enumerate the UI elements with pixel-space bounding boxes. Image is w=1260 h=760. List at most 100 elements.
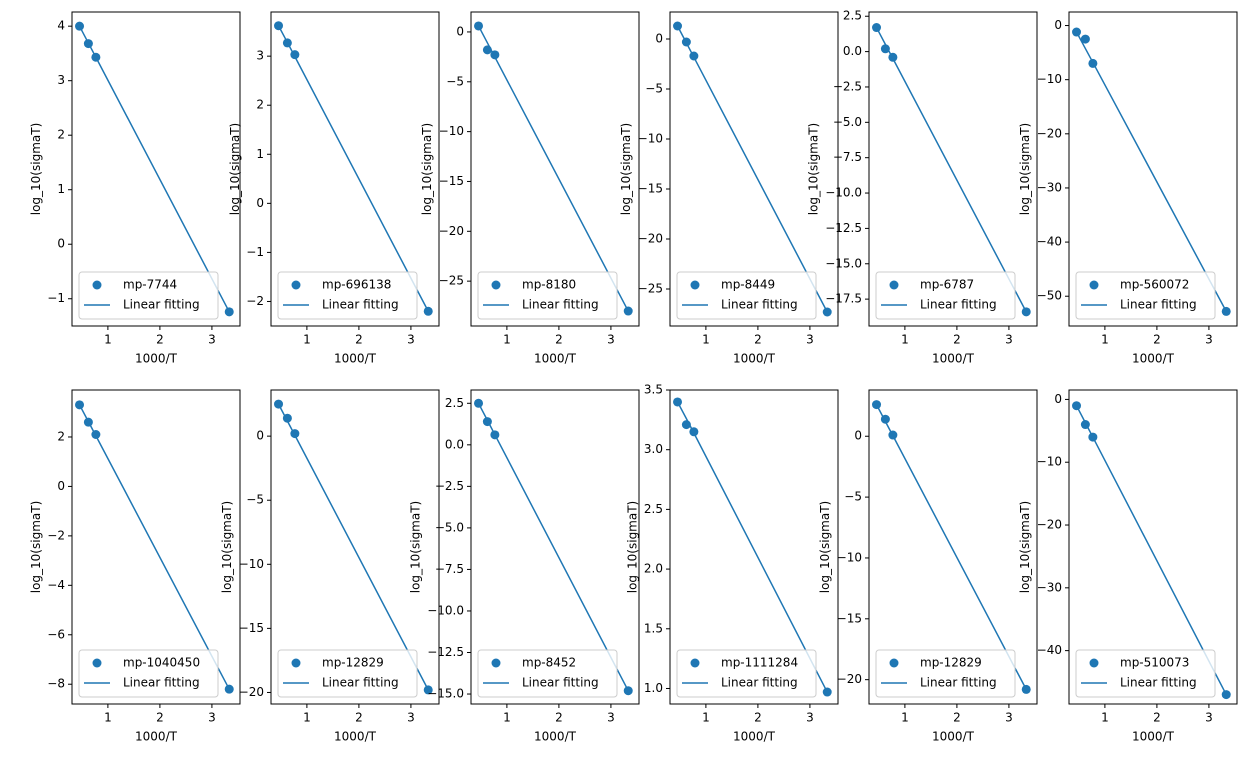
data-point <box>290 50 300 60</box>
y-axis-label: log_10(sigmaT) <box>220 501 234 594</box>
x-tick-label: 2 <box>754 333 762 347</box>
legend-label: Linear fitting <box>322 676 399 690</box>
legend: mp-8449 Linear fitting <box>676 271 817 320</box>
y-tick-label: 4 <box>57 19 65 33</box>
y-tick-label: 0 <box>655 32 663 46</box>
fit-line <box>1075 405 1227 695</box>
y-tick-label: 1.5 <box>644 621 663 635</box>
y-tick-label: −7.5 <box>833 150 862 164</box>
subplot: 1 2 3 −20 −15 −10 −5 0 1000/T log_10(sigmaT) mp-12… <box>220 389 440 744</box>
data-point <box>482 417 492 427</box>
y-tick-label: 2 <box>256 98 264 112</box>
x-tick-label: 2 <box>953 711 961 725</box>
x-tick-label: 3 <box>1205 711 1213 725</box>
y-tick-label: −20 <box>439 224 464 238</box>
frame <box>669 389 839 705</box>
x-axis-label: 1000/T <box>733 352 776 366</box>
x-tick-label: 1 <box>901 711 909 725</box>
legend-box <box>277 271 418 320</box>
fit-line <box>875 404 1027 690</box>
legend-marker <box>291 658 301 668</box>
y-tick-label: −50 <box>1037 289 1062 303</box>
y-tick-label: −10.0 <box>427 603 464 617</box>
data-point <box>880 414 890 424</box>
y-axis-label: log_10(sigmaT) <box>807 123 821 216</box>
y-tick-label: 1 <box>57 182 65 196</box>
x-tick-label: 1 <box>702 333 710 347</box>
legend-box <box>676 271 817 320</box>
legend-label: Linear fitting <box>1120 676 1197 690</box>
frame <box>71 11 241 327</box>
fit-line <box>78 404 230 690</box>
legend-label: Linear fitting <box>1120 298 1197 312</box>
y-tick-label: 0.0 <box>445 437 464 451</box>
y-tick-label: −15 <box>837 611 862 625</box>
data-point <box>83 417 93 427</box>
x-tick-label: 1 <box>303 333 311 347</box>
legend: mp-7744 Linear fitting <box>78 271 219 320</box>
legend-box <box>477 271 618 320</box>
data-point <box>1221 690 1231 700</box>
y-tick-label: −20 <box>1037 126 1062 140</box>
y-tick-label: −30 <box>1037 180 1062 194</box>
x-axis-label: 1000/T <box>932 730 975 744</box>
y-axis-label: log_10(sigmaT) <box>420 123 434 216</box>
x-tick-label: 2 <box>555 711 563 725</box>
legend: mp-12829 Linear fitting <box>277 649 418 698</box>
legend-marker <box>889 280 899 290</box>
data-point <box>490 430 500 440</box>
x-tick-label: 1 <box>1101 333 1109 347</box>
subplot: 1 2 3 1.0 1.5 2.0 2.5 3.0 3.5 1000/T log_10(sigmaT… <box>625 383 839 744</box>
y-tick-label: 3 <box>57 73 65 87</box>
x-axis-label: 1000/T <box>1132 352 1175 366</box>
x-tick-label: 3 <box>1205 333 1213 347</box>
x-tick-label: 1 <box>503 333 511 347</box>
x-tick-label: 3 <box>607 333 615 347</box>
x-tick-label: 1 <box>104 711 112 725</box>
y-tick-label: −12.5 <box>427 645 464 659</box>
y-tick-label: 0 <box>256 429 264 443</box>
legend-label: Linear fitting <box>123 298 200 312</box>
y-tick-label: 2.0 <box>644 562 663 576</box>
subplot: 1 2 3 −40 −30 −20 −10 0 1000/T log_10(sigmaT) mp-5… <box>1018 389 1238 744</box>
legend-box <box>78 271 219 320</box>
data-point <box>490 50 500 60</box>
data-point <box>872 400 882 410</box>
legend-box <box>875 271 1016 320</box>
data-point <box>474 398 484 408</box>
legend-label: mp-560072 <box>1120 278 1189 292</box>
legend: mp-510073 Linear fitting <box>1075 649 1216 698</box>
y-axis-label: log_10(sigmaT) <box>619 123 633 216</box>
data-point <box>1088 432 1098 442</box>
legend: mp-12829 Linear fitting <box>875 649 1016 698</box>
legend-marker <box>1089 280 1099 290</box>
x-tick-label: 3 <box>806 711 814 725</box>
legend-box <box>78 649 219 698</box>
y-tick-label: 0 <box>57 237 65 251</box>
fit-line <box>1075 31 1227 312</box>
y-tick-label: −4 <box>47 578 65 592</box>
y-tick-label: −5.0 <box>435 520 464 534</box>
y-tick-label: −5 <box>645 82 663 96</box>
subplot: 1 2 3 −25 −20 −15 −10 −5 0 1000/T log_10(sigmaT)mp… <box>619 11 839 366</box>
subplot: 1 2 3 −8 −6 −4 −2 0 2 1000/T log_10(sigmaT) mp-1040… <box>29 389 241 744</box>
data-point <box>673 397 683 407</box>
x-tick-label: 2 <box>1153 333 1161 347</box>
x-axis-label: 1000/T <box>334 352 377 366</box>
y-tick-label: −1 <box>246 245 264 259</box>
y-tick-label: 2 <box>57 429 65 443</box>
y-tick-label: 2.5 <box>445 396 464 410</box>
frame <box>270 389 440 705</box>
y-tick-label: −2 <box>246 294 264 308</box>
y-tick-label: −8 <box>47 677 65 691</box>
fit-line <box>277 403 429 691</box>
data-point <box>1072 401 1082 411</box>
subplot: 1 2 3 −25 −20 −15 −10 −5 0 1000/T log_10(sigmaT)mp… <box>420 11 640 366</box>
x-tick-label: 3 <box>208 333 216 347</box>
x-axis-label: 1000/T <box>733 730 776 744</box>
legend-marker <box>690 280 700 290</box>
x-tick-label: 1 <box>104 333 112 347</box>
y-tick-label: −10 <box>837 550 862 564</box>
x-tick-label: 1 <box>901 333 909 347</box>
